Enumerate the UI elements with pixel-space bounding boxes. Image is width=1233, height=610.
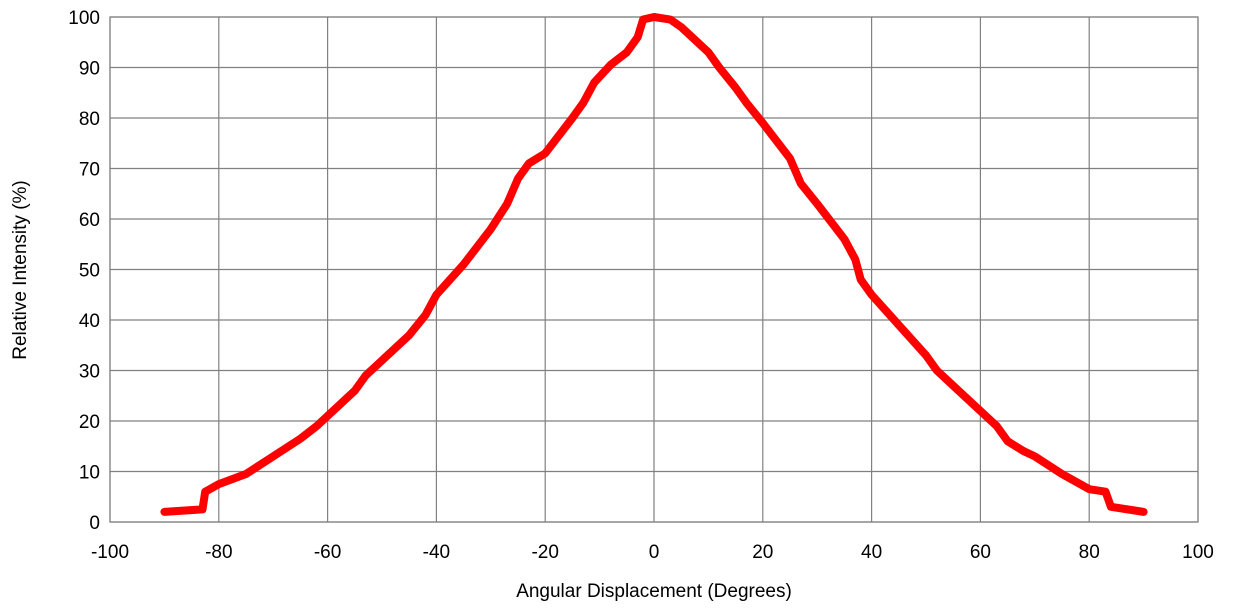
x-tick-label: 40 (861, 542, 882, 563)
data-line (160, 13, 1148, 516)
x-tick-label: 60 (970, 542, 991, 563)
x-tick-label: -100 (91, 542, 129, 563)
x-tick-label: 0 (649, 542, 660, 563)
y-tick-label: 40 (79, 311, 100, 332)
y-tick-label: 80 (79, 109, 100, 130)
x-tick-label: -80 (205, 542, 232, 563)
x-tick-label: -60 (314, 542, 341, 563)
y-tick-label: 10 (79, 463, 100, 484)
y-tick-label: 90 (79, 59, 100, 80)
y-tick-label: 20 (79, 412, 100, 433)
y-tick-label: 50 (79, 261, 100, 282)
y-axis-title: Relative Intensity (%) (10, 180, 31, 360)
x-tick-label: -40 (423, 542, 450, 563)
y-tick-label: 30 (79, 362, 100, 383)
x-tick-label: 100 (1182, 542, 1214, 563)
x-tick-label: 80 (1079, 542, 1100, 563)
x-tick-label: -20 (531, 542, 558, 563)
y-tick-label: 0 (89, 513, 100, 534)
y-tick-label: 100 (68, 8, 100, 29)
x-tick-label: 20 (752, 542, 773, 563)
y-tick-label: 70 (79, 160, 100, 181)
x-axis-title: Angular Displacement (Degrees) (516, 581, 792, 602)
y-tick-label: 60 (79, 210, 100, 231)
